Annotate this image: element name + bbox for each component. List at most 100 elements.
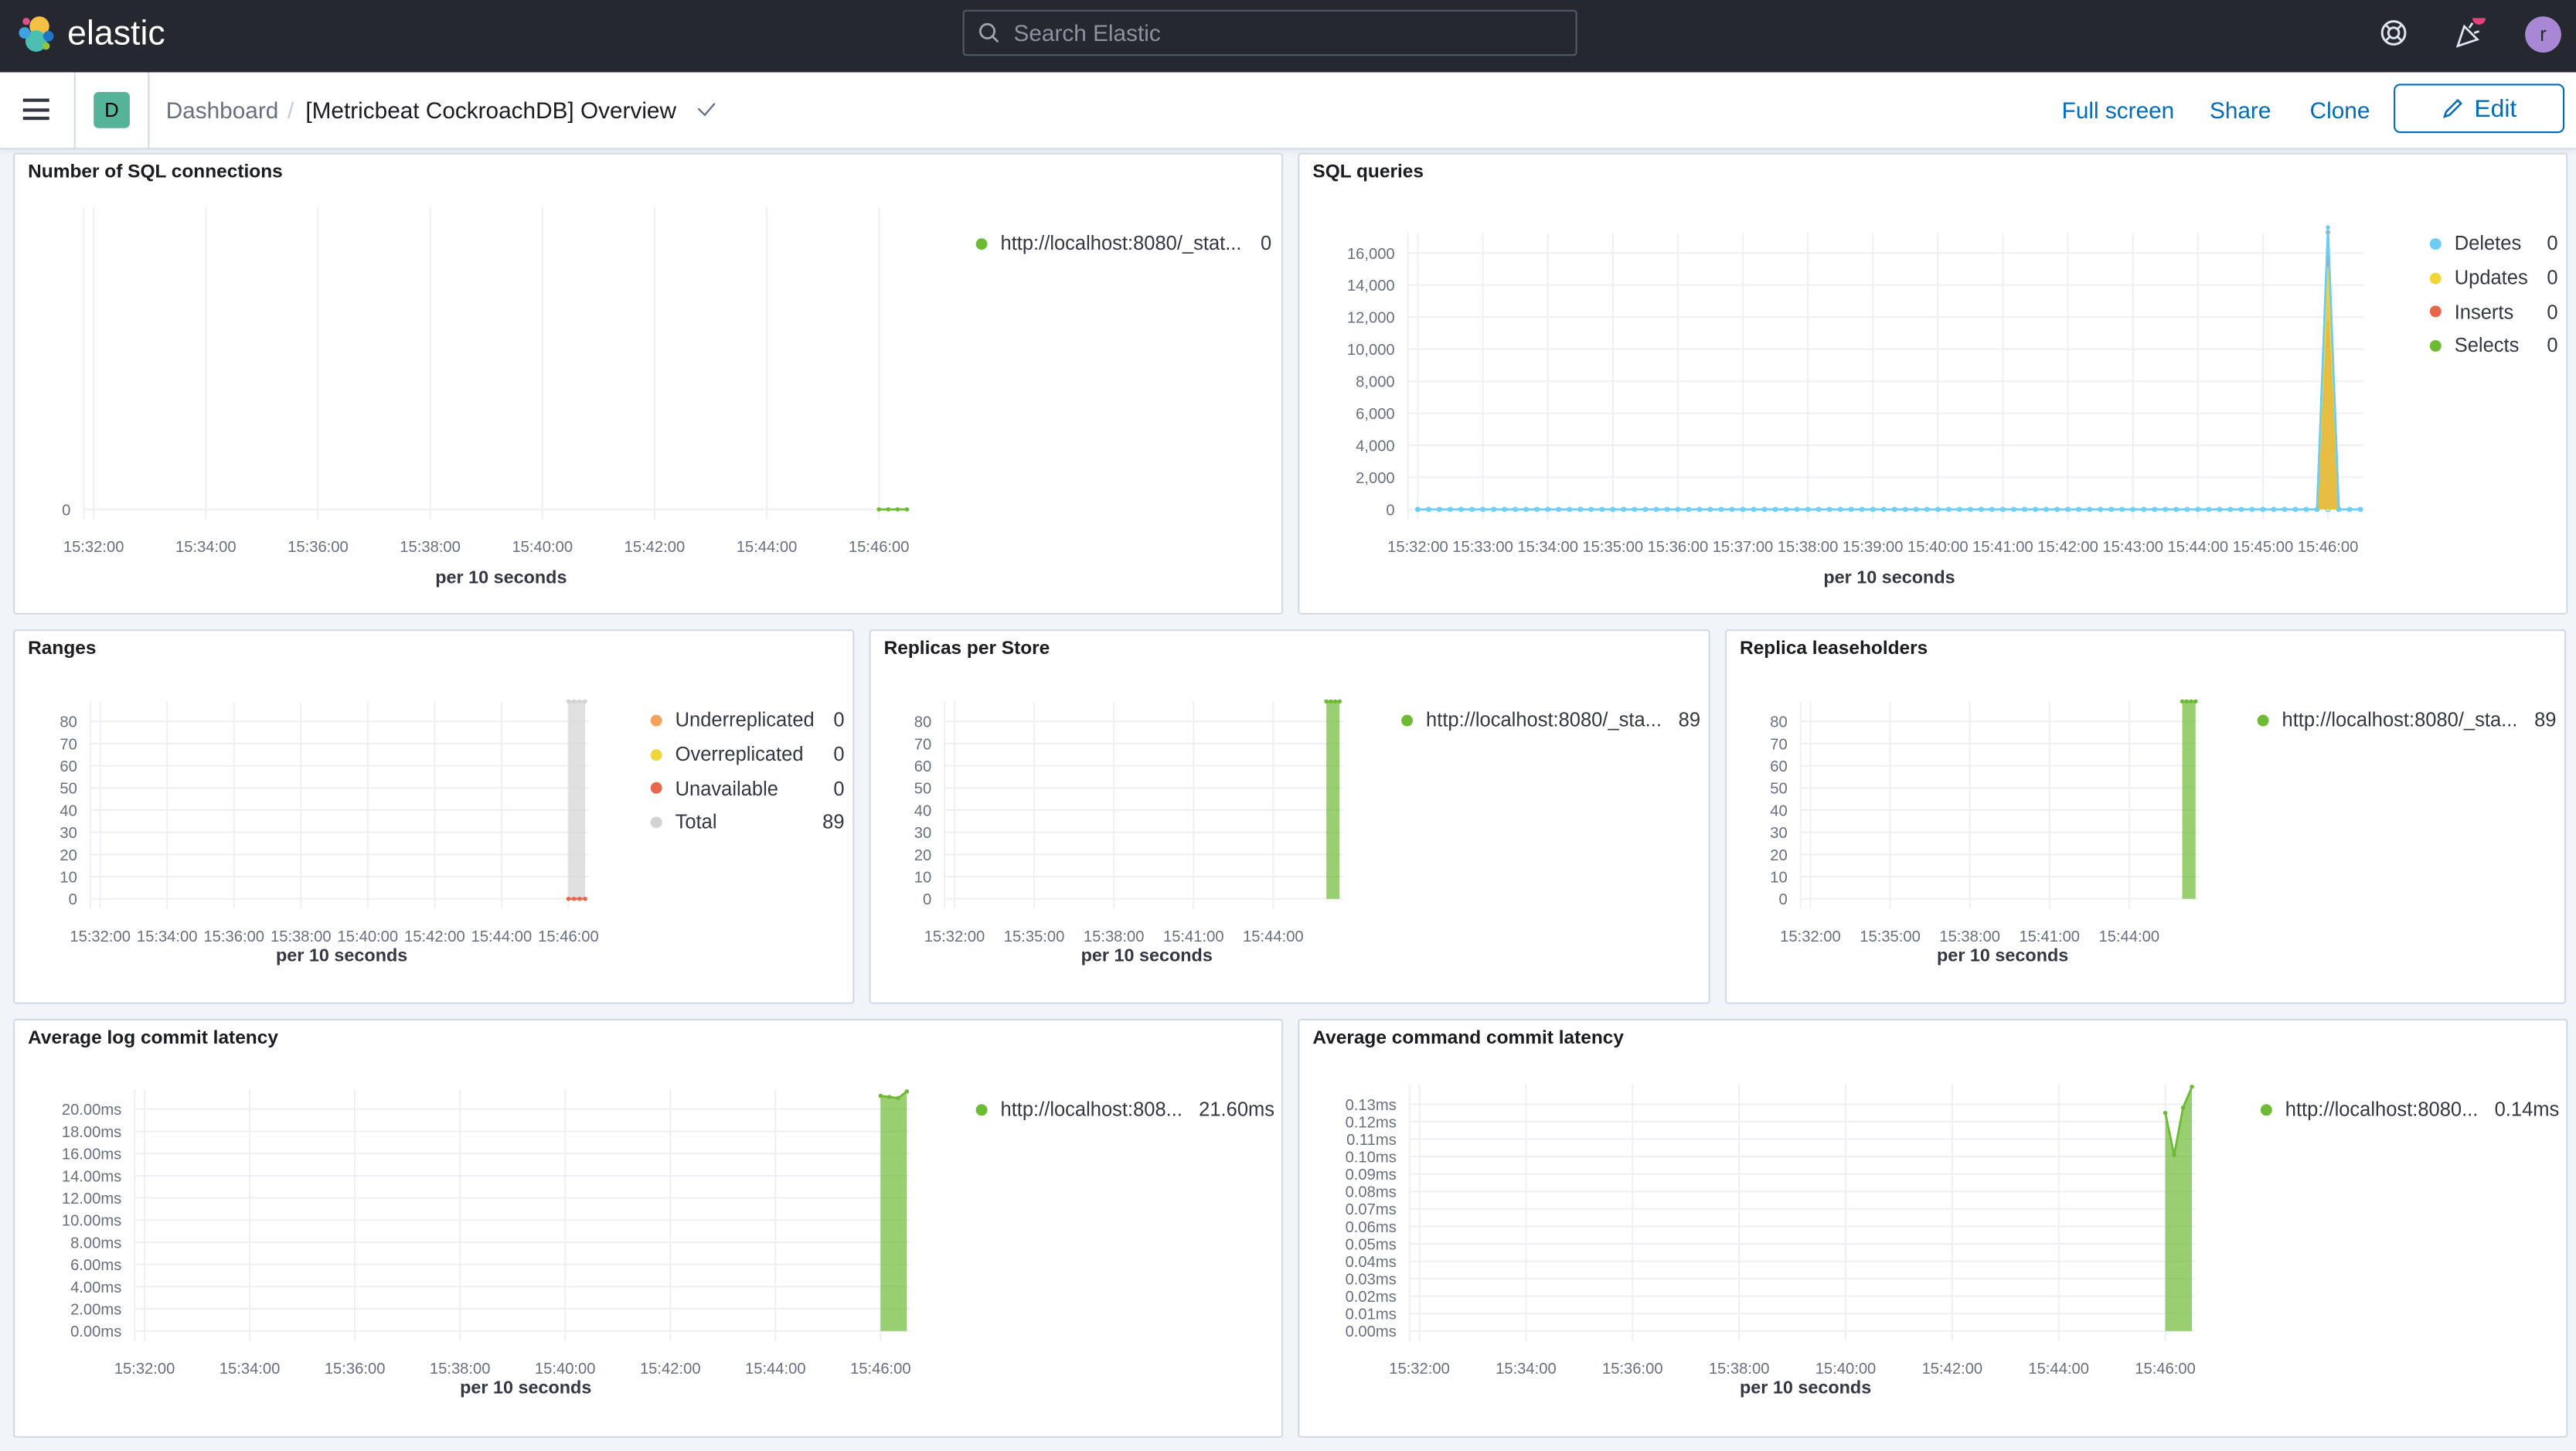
x-tick-label: 15:44:00 bbox=[2099, 928, 2160, 945]
y-tick-label: 0.07ms bbox=[1346, 1201, 1397, 1218]
data-point bbox=[2358, 507, 2363, 512]
x-tick-label: 15:34:00 bbox=[1496, 1361, 1557, 1378]
legend-dot-icon bbox=[1401, 714, 1414, 727]
data-point bbox=[886, 507, 891, 512]
y-tick-label: 10 bbox=[914, 869, 931, 886]
panel-title: Replicas per Store bbox=[883, 639, 1050, 659]
search-bar[interactable] bbox=[962, 9, 1577, 56]
legend-value: 0 bbox=[2547, 266, 2558, 290]
legend-item[interactable]: http://localhost:8080/_sta... 89 bbox=[2257, 703, 2556, 737]
data-point bbox=[2326, 225, 2330, 230]
pencil-icon bbox=[2443, 98, 2463, 118]
legend-item[interactable]: Underreplicated 0 bbox=[650, 703, 845, 737]
legend-item[interactable]: http://localhost:808... 21.60ms bbox=[975, 1093, 1274, 1127]
legend-label: Total bbox=[675, 810, 717, 834]
data-point bbox=[895, 507, 900, 512]
legend-value: 0 bbox=[833, 742, 845, 766]
y-tick-label: 0 bbox=[1386, 502, 1394, 519]
x-tick-label: 15:44:00 bbox=[2028, 1361, 2089, 1378]
legend-item[interactable]: Total 89 bbox=[650, 806, 845, 840]
chart: 15:32:00 15:34:00 15:36:00 15:38:00 15:40:00… bbox=[62, 206, 910, 556]
y-tick-label: 60 bbox=[914, 758, 931, 775]
data-point bbox=[1324, 699, 1329, 704]
legend-value: 0 bbox=[1261, 232, 1272, 256]
breadcrumb-dashboard[interactable]: Dashboard bbox=[165, 97, 279, 124]
legend-item[interactable]: Selects 0 bbox=[2429, 329, 2558, 363]
elastic-logo[interactable]: elastic bbox=[18, 15, 165, 54]
y-tick-label: 10,000 bbox=[1347, 342, 1395, 359]
panel-title: Average log commit latency bbox=[28, 1028, 278, 1049]
data-point bbox=[1415, 507, 1421, 512]
panel-replicas-per-store: Replicas per Store 15:32:00 15:35:00 15:38:… bbox=[869, 629, 1710, 1004]
x-tick-label: 15:38:00 bbox=[1939, 928, 2000, 945]
y-tick-label: 60 bbox=[60, 758, 77, 775]
legend-value: 89 bbox=[822, 810, 845, 834]
data-point bbox=[2184, 699, 2190, 704]
y-tick-label: 2.00ms bbox=[70, 1302, 121, 1319]
edit-button[interactable]: Edit bbox=[2394, 83, 2565, 134]
x-axis-label: per 10 seconds bbox=[1937, 946, 2069, 966]
clone-button[interactable]: Clone bbox=[2309, 97, 2370, 124]
news-feed-icon[interactable] bbox=[2453, 11, 2486, 51]
y-tick-label: 40 bbox=[914, 802, 931, 819]
x-axis-label: per 10 seconds bbox=[1080, 946, 1213, 966]
legend-item[interactable]: Deletes 0 bbox=[2429, 227, 2558, 261]
legend-dot-icon bbox=[650, 816, 662, 829]
x-tick-label: 15:32:00 bbox=[1389, 1361, 1450, 1378]
menu-icon[interactable] bbox=[22, 98, 49, 126]
x-tick-label: 15:36:00 bbox=[288, 539, 349, 556]
chart: 15:32:00 15:34:00 15:36:00 15:38:00 15:40:00… bbox=[62, 1089, 911, 1378]
x-tick-label: 15:35:00 bbox=[1860, 928, 1921, 945]
y-tick-label: 0.09ms bbox=[1346, 1167, 1397, 1184]
x-tick-label: 15:40:00 bbox=[338, 928, 399, 945]
breadcrumb-separator: / bbox=[287, 97, 294, 124]
y-tick-label: 0 bbox=[69, 891, 77, 908]
share-button[interactable]: Share bbox=[2209, 97, 2271, 124]
full-screen-button[interactable]: Full screen bbox=[2061, 97, 2175, 124]
y-tick-label: 0 bbox=[1778, 891, 1787, 908]
x-tick-label: 15:34:00 bbox=[175, 539, 237, 556]
legend-item[interactable]: Updates 0 bbox=[2429, 261, 2558, 295]
series-area bbox=[2317, 269, 2339, 509]
top-header: elastic r bbox=[0, 0, 2576, 73]
legend-item[interactable]: http://localhost:8080/_sta... 89 bbox=[1401, 703, 1700, 737]
y-tick-label: 0.01ms bbox=[1346, 1306, 1397, 1323]
help-icon[interactable] bbox=[2379, 18, 2412, 51]
x-tick-label: 15:32:00 bbox=[114, 1361, 175, 1378]
y-tick-label: 20 bbox=[60, 847, 77, 864]
y-tick-label: 60 bbox=[1770, 758, 1787, 775]
search-icon bbox=[978, 22, 999, 43]
dashboard-subheader: D Dashboard / [Metricbeat CockroachDB] O… bbox=[0, 72, 2576, 150]
series-area bbox=[2165, 1086, 2193, 1331]
elastic-logo-icon bbox=[19, 16, 54, 52]
x-tick-label: 15:44:00 bbox=[737, 539, 798, 556]
legend-label: Deletes bbox=[2454, 232, 2522, 256]
data-point bbox=[1332, 699, 1338, 704]
user-avatar[interactable]: r bbox=[2525, 16, 2561, 53]
x-tick-label: 15:42:00 bbox=[624, 539, 686, 556]
data-point bbox=[2189, 699, 2193, 704]
legend: http://localhost:8080/_stat... 0 bbox=[975, 227, 1272, 261]
data-point bbox=[566, 699, 571, 704]
legend-item[interactable]: Unavailable 0 bbox=[650, 771, 845, 806]
x-axis-label: per 10 seconds bbox=[1739, 1378, 1872, 1398]
legend-item[interactable]: Overreplicated 0 bbox=[650, 737, 845, 771]
x-tick-label: 15:38:00 bbox=[1778, 539, 1839, 556]
legend-item[interactable]: http://localhost:8080... 0.14ms bbox=[2260, 1093, 2559, 1127]
legend-value: 0 bbox=[2547, 300, 2558, 324]
legend-dot-icon bbox=[2429, 305, 2442, 318]
y-tick-label: 0.03ms bbox=[1346, 1272, 1397, 1289]
series-line bbox=[2164, 1086, 2193, 1156]
data-point bbox=[2193, 699, 2198, 704]
legend-label: http://localhost:8080... bbox=[2285, 1098, 2479, 1122]
space-avatar[interactable]: D bbox=[94, 92, 130, 128]
search-input[interactable] bbox=[1010, 18, 1560, 48]
brand-name: elastic bbox=[67, 15, 165, 53]
x-tick-label: 15:46:00 bbox=[538, 928, 599, 945]
x-tick-label: 15:38:00 bbox=[271, 928, 332, 945]
y-tick-label: 10.00ms bbox=[62, 1213, 121, 1230]
y-tick-label: 10 bbox=[60, 869, 77, 886]
legend-value: 0 bbox=[833, 776, 845, 800]
legend-item[interactable]: Inserts 0 bbox=[2429, 295, 2558, 329]
legend-item[interactable]: http://localhost:8080/_stat... 0 bbox=[975, 227, 1272, 261]
